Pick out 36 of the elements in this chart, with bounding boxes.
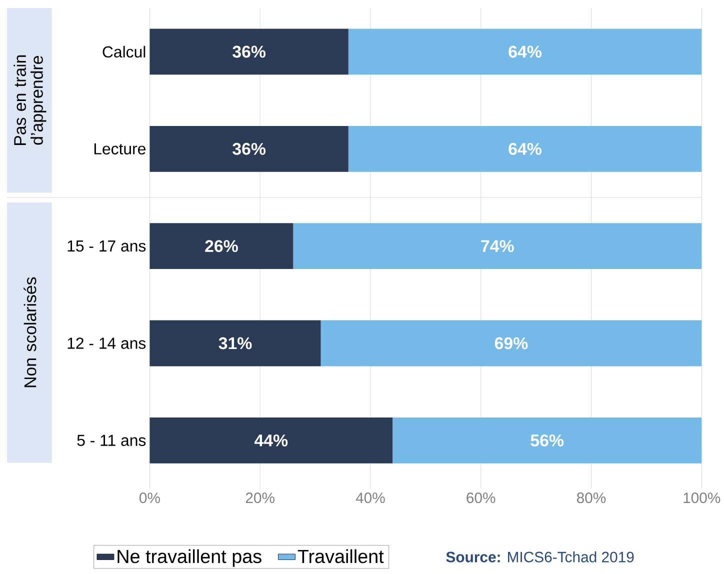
data-label: 31% bbox=[218, 337, 252, 350]
y-tick-label: Calcul bbox=[102, 46, 146, 58]
data-label: 64% bbox=[508, 46, 542, 58]
bar bbox=[348, 126, 702, 172]
x-tick-label: 40% bbox=[356, 492, 385, 504]
text: Pas en train d’apprendre bbox=[14, 55, 46, 146]
data-label: 69% bbox=[494, 337, 528, 350]
data-label: 74% bbox=[481, 240, 514, 252]
x-tick-label: 80% bbox=[576, 492, 606, 504]
x-tick-label: 20% bbox=[246, 492, 274, 504]
data-label: 44% bbox=[254, 434, 288, 446]
data-label: 56% bbox=[530, 434, 564, 446]
bar bbox=[150, 126, 348, 172]
bar bbox=[348, 28, 702, 75]
text: Non scolarisés bbox=[24, 277, 36, 388]
bar bbox=[150, 418, 393, 464]
data-label: 26% bbox=[205, 240, 238, 252]
y-tick-label: 5 - 11 ans bbox=[77, 434, 146, 446]
bar bbox=[293, 223, 702, 270]
data-label: 36% bbox=[232, 142, 266, 155]
bar bbox=[392, 418, 702, 464]
x-tick-label: 0% bbox=[140, 492, 160, 504]
y-tick-label: 12 - 14 ans bbox=[68, 338, 146, 349]
legend-label: Travaillent bbox=[298, 549, 384, 564]
bar bbox=[150, 320, 321, 366]
x-tick-label: 100% bbox=[684, 492, 720, 504]
bar bbox=[150, 223, 294, 270]
legend-label: Ne travaillent pas bbox=[118, 549, 262, 567]
y-tick-label: Lecture bbox=[94, 143, 146, 155]
text: Source: MICS6-Tchad 2019 bbox=[446, 551, 634, 562]
bar bbox=[150, 28, 348, 75]
x-tick-label: 60% bbox=[466, 492, 496, 504]
data-label: 64% bbox=[508, 142, 542, 155]
data-label: 36% bbox=[232, 46, 266, 58]
bar bbox=[320, 320, 702, 366]
y-tick-label: 15 - 17 ans bbox=[68, 240, 146, 252]
